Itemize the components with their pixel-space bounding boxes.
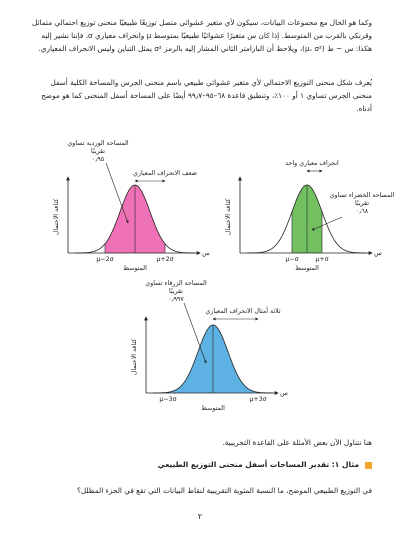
paragraph: يُعرف شكل منحنى التوزيع الاحتمالي لأي مت… xyxy=(41,78,372,113)
area-label: تقريبًا xyxy=(169,288,183,295)
y-axis-label: كثافة الاحتمال xyxy=(225,199,232,235)
area-arrow xyxy=(105,162,129,224)
tick-label: μ−2σ xyxy=(96,256,113,263)
area-label: ٠٫٦٨ xyxy=(356,208,369,215)
mean-label: المتوسط xyxy=(123,265,147,272)
x-axis-label: س xyxy=(202,250,210,257)
tick-label: μ+σ xyxy=(315,256,328,263)
tick-label: μ−3σ xyxy=(159,396,176,403)
area-arrow xyxy=(311,216,343,231)
example-title: مثال ١: تقدير المساحات أسفل منحنى التوزي… xyxy=(30,460,372,469)
std-label: ثلاثة أمثال الانحراف المعياري xyxy=(205,306,280,315)
tick-label: μ+3σ xyxy=(249,396,266,403)
area-label: تقريبًا xyxy=(355,200,369,207)
area-label: تقريبًا xyxy=(91,148,105,155)
bell-curve-figure: كثافة الاحتمال س μ−3σ μ+3σ المتوسط المساحة ال… xyxy=(131,280,288,412)
area-label: المساحة الوردية تساوي xyxy=(67,140,129,147)
page-number: ٢ xyxy=(197,512,203,521)
example-title-text: مثال ١: تقدير المساحات أسفل منحنى التوزي… xyxy=(157,460,359,469)
x-axis-label: س xyxy=(374,250,382,257)
tick-label: μ+2σ xyxy=(156,256,173,263)
example-icon xyxy=(365,461,372,469)
area-label: المساحة الخضراء تساوي xyxy=(330,192,395,199)
area-label: ٠٫٩٩٧ xyxy=(168,296,184,303)
bell-curve-figure: كثافة الاحتمال س μ−σ μ+σ المتوسط المساحة الخض… xyxy=(225,160,395,272)
area-label: المساحة الزرقاء تساوي xyxy=(145,280,207,287)
question: في التوزيع الطبيعي الموضح، ما النسبة الم… xyxy=(76,486,372,495)
x-axis-label: س xyxy=(280,390,288,397)
y-axis-label: كثافة الاحتمال xyxy=(131,339,138,375)
mean-label: المتوسط xyxy=(201,405,225,412)
area-label: ٠٫٩٥ xyxy=(92,156,104,163)
area-arrow xyxy=(183,302,207,364)
std-label: انحراف معياري واحد xyxy=(285,160,339,167)
mean-label: المتوسط xyxy=(295,265,319,272)
intro: هنا نتناول الآن بعض الأمثلة على القاعدة … xyxy=(222,438,372,447)
paragraph: وكما هو الحال مع مجموعات البيانات، سيكون… xyxy=(32,18,372,53)
tick-label: μ−σ xyxy=(285,256,298,263)
bell-curve-figure: كثافة الاحتمال س μ−2σ μ+2σ المتوسط المساحة ال… xyxy=(53,140,210,272)
std-label: ضعف الانحراف المعياري xyxy=(133,170,197,177)
y-axis-label: كثافة الاحتمال xyxy=(53,199,60,235)
